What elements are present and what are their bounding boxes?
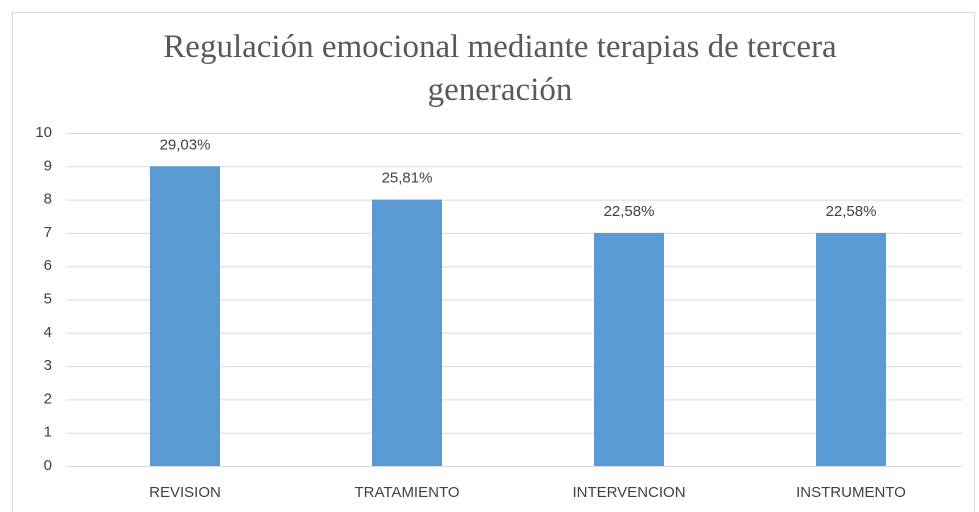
x-tick-label: TRATAMIENTO <box>355 484 460 501</box>
y-tick-label: 9 <box>44 157 52 174</box>
y-tick-label: 5 <box>44 290 52 307</box>
bar <box>816 232 886 466</box>
bar <box>372 199 442 466</box>
chart-border <box>12 12 975 512</box>
y-tick-label: 8 <box>44 191 52 208</box>
x-tick-label: INSTRUMENTO <box>796 484 906 501</box>
data-label: 29,03% <box>160 136 211 153</box>
data-label: 25,81% <box>382 170 433 187</box>
y-tick-label: 0 <box>44 457 52 474</box>
y-tick-label: 2 <box>44 390 52 407</box>
bar <box>594 232 664 466</box>
data-label: 22,58% <box>826 203 877 220</box>
x-tick-label: REVISION <box>149 484 221 501</box>
bar <box>150 166 220 467</box>
data-label: 22,58% <box>604 203 655 220</box>
chart-title: Regulación emocional mediante terapias d… <box>163 29 837 108</box>
y-tick-label: 4 <box>44 324 52 341</box>
x-tick-label: INTERVENCION <box>572 484 685 501</box>
y-tick-label: 7 <box>44 224 52 241</box>
y-tick-label: 6 <box>44 257 52 274</box>
y-tick-label: 10 <box>35 124 52 141</box>
y-tick-label: 3 <box>44 357 52 374</box>
y-tick-label: 1 <box>44 424 52 441</box>
